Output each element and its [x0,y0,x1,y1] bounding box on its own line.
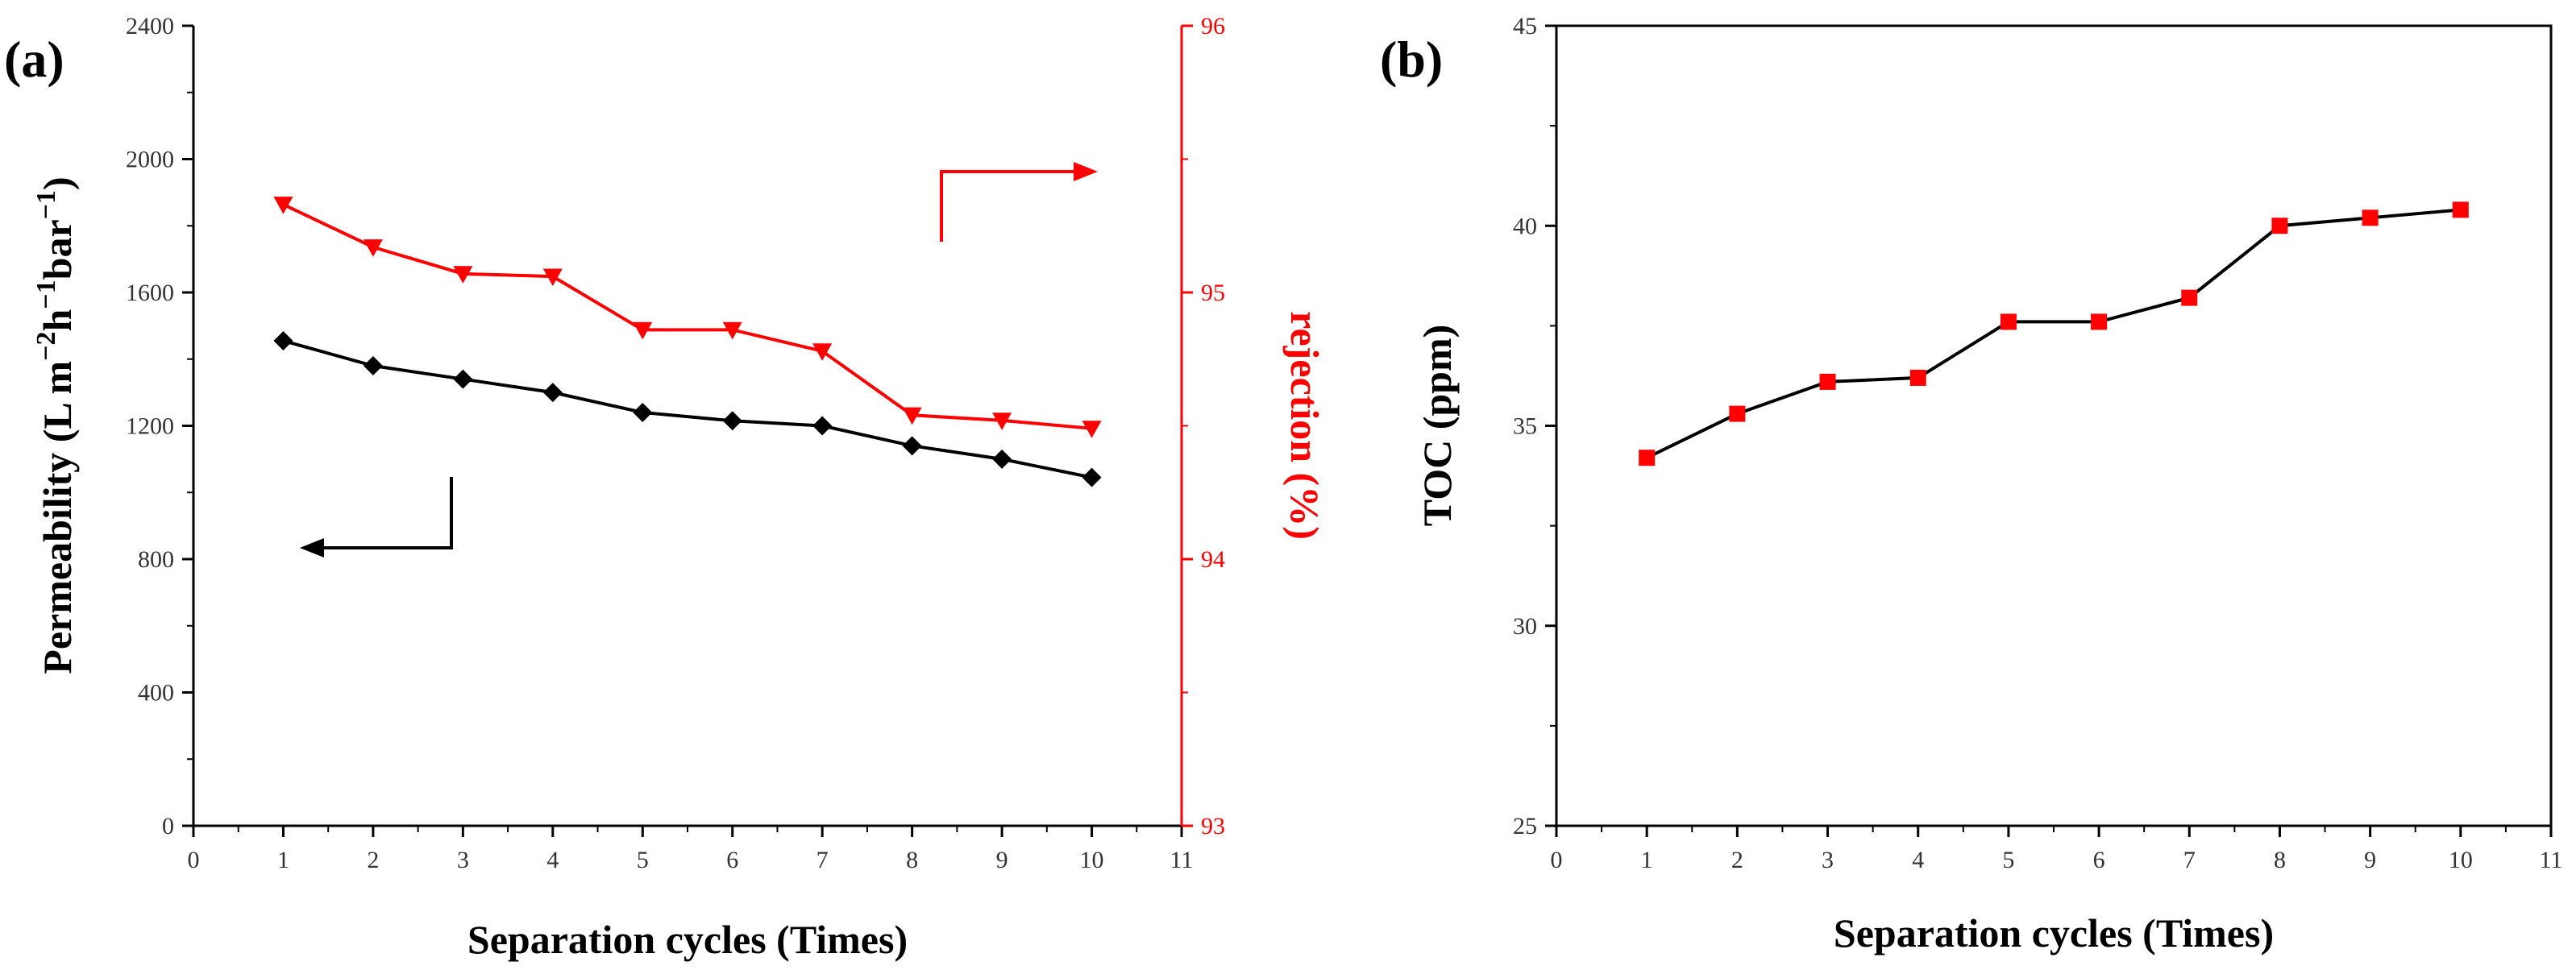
panel-b-x-tick-label: 3 [1822,847,1834,873]
permeability-point [1082,467,1102,487]
panel-a-rejection-series [273,197,1102,438]
toc-point [2000,313,2017,330]
panel-a-right-y-tick-label: 93 [1201,813,1225,839]
panel-b-plot-frame [1555,24,2553,827]
panel-a-x-tick-label: 4 [546,847,559,873]
panel-b-label: (b) [1380,31,1443,88]
permeability-point [812,416,833,436]
panel-a-x-tick-label: 0 [188,847,200,873]
panel-a-x-tick-label: 11 [1170,847,1194,873]
panel-b-y-tick-label: 35 [1513,413,1537,440]
panel-a-left-y-tick-label: 400 [138,680,174,707]
rejection-point [812,343,833,361]
rejection-point [273,197,293,214]
toc-point [1729,405,1746,422]
rejection-point [1082,421,1102,438]
toc-point [2362,209,2379,226]
panel-b-x-tick-label: 1 [1641,847,1653,873]
panel-b-x-tick-label: 2 [1731,847,1743,873]
panel-b-y-tick-label: 30 [1513,613,1537,640]
panel-a-x-tick-label: 2 [367,847,379,873]
rejection-point [453,266,473,284]
panel-b-x-tick-label: 8 [2274,847,2286,873]
panel-b-x-ticks: 0 1 2 3 4 5 6 7 8 9 10 11 [1551,826,2563,873]
panel-a-x-tick-label: 7 [816,847,829,873]
panel-a-x-tick-label: 5 [637,847,649,873]
panel-a-right-y-ticks: 93 94 95 96 [1182,13,1225,839]
permeability-point [992,449,1012,469]
panel-a-left-y-tick-label: 1600 [126,280,174,306]
panel-a-right-y-tick-label: 96 [1201,13,1225,39]
panel-a-left-y-tick-label: 800 [138,546,174,573]
permeability-point [363,356,383,376]
panel-a-right-y-tick-label: 95 [1201,280,1225,306]
permeability-point [722,411,742,431]
rejection-point [542,268,563,287]
toc-point [1639,450,1656,466]
panel-a-left-y-tick-label: 0 [162,813,174,839]
panel-b-toc-series [1639,201,2469,466]
panel-b-y-tick-label: 25 [1513,813,1537,839]
panel-b-x-tick-label: 9 [2364,847,2376,873]
panel-b-x-tick-label: 0 [1551,847,1563,873]
toc-point [1909,369,1926,386]
toc-point [2091,313,2108,330]
panel-a-left-y-tick-label: 2400 [126,13,174,39]
panel-a-permeability-series [273,330,1102,487]
toc-point [2271,218,2288,234]
panel-b-y-tick-label: 45 [1513,13,1537,39]
rejection-point [722,321,742,340]
permeability-point [273,330,293,350]
permeability-point [902,436,922,456]
panel-a-x-ticks: 0 1 2 3 4 5 6 7 8 9 10 11 [188,826,1194,873]
panel-b-x-tick-label: 5 [2002,847,2014,873]
panel-b-x-tick-label: 4 [1912,847,1924,873]
toc-line [1646,208,2461,460]
panel-a: (a) 0 1 2 3 4 5 6 7 8 9 10 11 0 400 800 1200 1600 2000 24… [4,13,1327,962]
panel-a-label: (a) [4,31,64,88]
panel-a-right-axis-title: rejection (%) [1282,311,1327,540]
panel-a-x-tick-label: 6 [726,847,738,873]
toc-point [1819,373,1836,390]
panel-a-left-y-ticks: 0 400 800 1200 1600 2000 2400 [126,13,193,839]
permeability-point [453,369,473,389]
panel-b-x-tick-label: 7 [2183,847,2196,873]
rejection-point [992,412,1012,430]
panel-a-x-axis-title: Separation cycles (Times) [467,917,908,962]
panel-b-x-tick-label: 10 [2449,847,2473,873]
panel-a-x-tick-label: 10 [1080,847,1104,873]
panel-a-x-tick-label: 9 [996,847,1008,873]
toc-point [2181,289,2198,306]
rejection-point [363,239,383,257]
panel-b-y-tick-label: 40 [1513,213,1537,239]
panel-a-left-y-tick-label: 2000 [126,147,174,173]
rejection-point [633,321,653,340]
panel-a-right-arrow-annotation [940,162,1098,242]
rejection-point [902,407,922,425]
panel-b-x-axis-title: Separation cycles (Times) [1834,910,2274,955]
panel-b-y-axis-title: TOC (ppm) [1415,325,1460,527]
panel-a-x-tick-label: 3 [457,847,469,873]
panel-a-x-tick-label: 1 [277,847,289,873]
permeability-line [282,339,1092,479]
panel-a-x-tick-label: 8 [906,847,918,873]
rejection-line [282,202,1092,430]
panel-b-x-tick-label: 6 [2093,847,2105,873]
panel-a-left-arrow-annotation [300,477,453,558]
permeability-point [633,402,653,422]
panel-a-left-axis-title: Permeability (L m−2h−1bar−1) [31,176,80,674]
permeability-point [542,383,563,403]
toc-point [2452,201,2469,218]
panel-a-right-y-tick-label: 94 [1201,546,1225,573]
panel-a-left-y-tick-label: 1200 [126,413,174,440]
panel-b-x-tick-label: 11 [2540,847,2563,873]
panel-b-y-ticks: 25 30 35 40 45 [1513,13,1556,839]
